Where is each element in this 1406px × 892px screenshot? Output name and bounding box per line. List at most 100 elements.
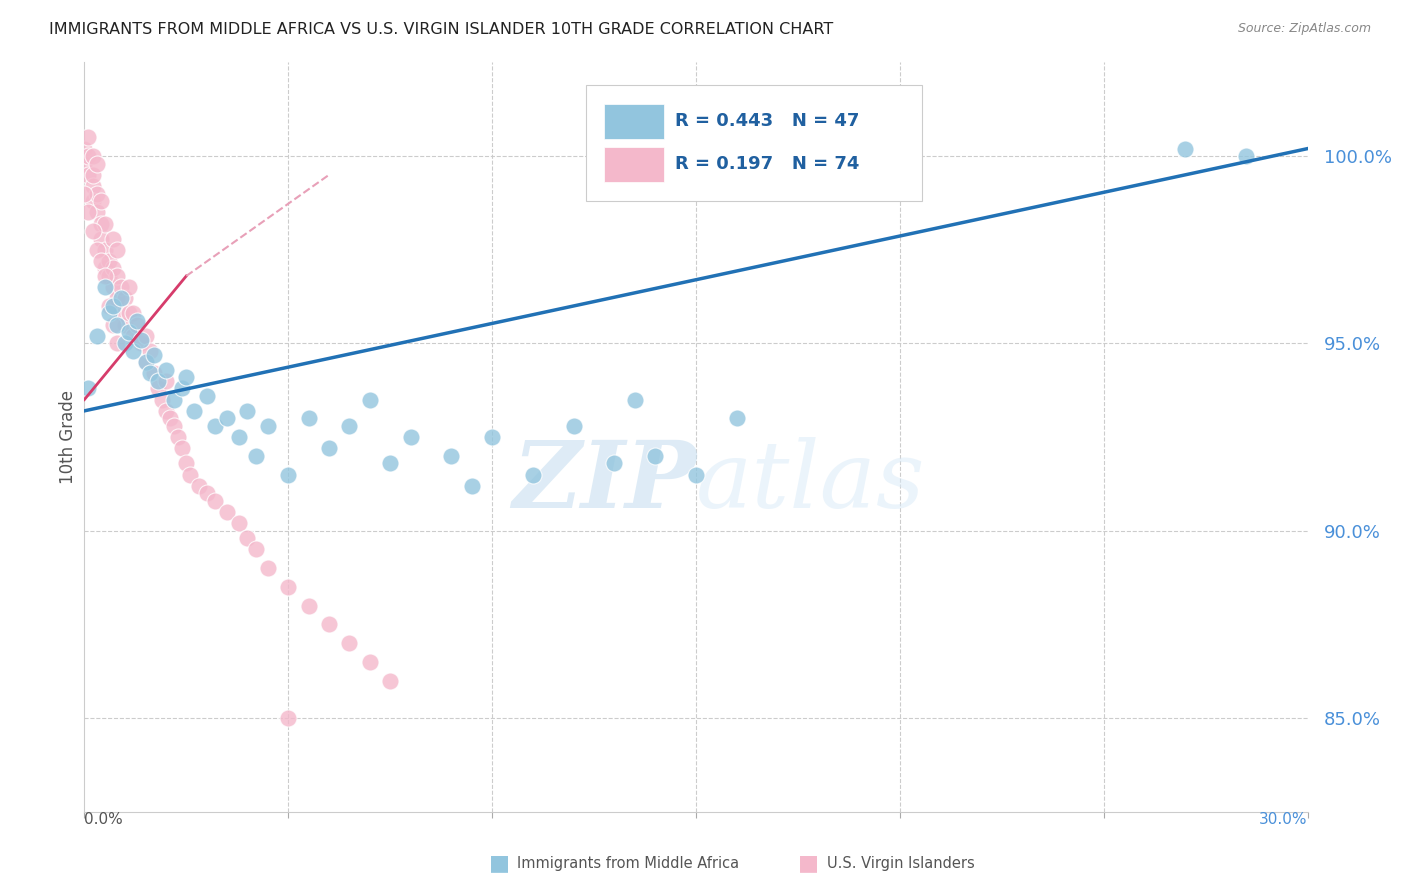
Text: R = 0.443   N = 47: R = 0.443 N = 47	[675, 112, 859, 130]
Point	[86, 329, 108, 343]
Point	[93, 243, 115, 257]
Point	[73, 142, 96, 156]
Point	[339, 418, 361, 433]
Point	[163, 418, 186, 433]
Point	[298, 599, 321, 613]
Text: IMMIGRANTS FROM MIDDLE AFRICA VS U.S. VIRGIN ISLANDER 10TH GRADE CORRELATION CHA: IMMIGRANTS FROM MIDDLE AFRICA VS U.S. VI…	[49, 22, 834, 37]
Point	[399, 430, 422, 444]
Point	[174, 370, 197, 384]
Point	[146, 374, 169, 388]
Point	[90, 194, 112, 208]
Point	[93, 280, 115, 294]
Point	[97, 299, 120, 313]
Point	[522, 467, 544, 482]
Point	[339, 636, 361, 650]
Point	[380, 456, 402, 470]
Point	[142, 348, 165, 362]
Point	[155, 404, 177, 418]
Point	[135, 329, 157, 343]
Point	[86, 205, 108, 219]
Point	[172, 442, 194, 456]
Point	[101, 261, 124, 276]
Point	[131, 336, 153, 351]
Point	[97, 306, 120, 320]
Point	[204, 418, 226, 433]
Point	[77, 205, 100, 219]
Point	[93, 217, 115, 231]
Point	[1236, 149, 1258, 163]
FancyBboxPatch shape	[605, 104, 664, 139]
Point	[481, 430, 503, 444]
Point	[131, 333, 153, 347]
Point	[159, 411, 181, 425]
Point	[97, 254, 120, 268]
Point	[146, 381, 169, 395]
Point	[105, 243, 128, 257]
Point	[127, 318, 149, 332]
Point	[603, 456, 626, 470]
Point	[82, 168, 104, 182]
Point	[86, 186, 108, 201]
Point	[217, 505, 239, 519]
Point	[179, 467, 201, 482]
Point	[174, 456, 197, 470]
Point	[228, 430, 250, 444]
Point	[82, 179, 104, 194]
Point	[118, 280, 141, 294]
Point	[167, 430, 190, 444]
Point	[105, 336, 128, 351]
Point	[380, 673, 402, 688]
Point	[624, 392, 647, 407]
Point	[644, 449, 666, 463]
Text: U.S. Virgin Islanders: U.S. Virgin Islanders	[827, 856, 974, 871]
Point	[217, 411, 239, 425]
Point	[101, 299, 124, 313]
Point	[359, 655, 381, 669]
Point	[204, 493, 226, 508]
Point	[77, 381, 100, 395]
Point	[122, 329, 145, 343]
Point	[118, 325, 141, 339]
Point	[86, 156, 108, 170]
Point	[257, 418, 280, 433]
Point	[195, 389, 218, 403]
Point	[110, 292, 132, 306]
Text: R = 0.197   N = 74: R = 0.197 N = 74	[675, 154, 859, 172]
Text: atlas: atlas	[696, 437, 925, 527]
Point	[562, 418, 585, 433]
Point	[118, 306, 141, 320]
Point	[93, 261, 115, 276]
Point	[277, 580, 299, 594]
Point	[86, 243, 108, 257]
Point	[114, 336, 136, 351]
Point	[110, 306, 132, 320]
Text: ■: ■	[489, 854, 509, 873]
Point	[1174, 142, 1197, 156]
Point	[110, 280, 132, 294]
Point	[82, 149, 104, 163]
Point	[90, 231, 112, 245]
Point	[142, 367, 165, 381]
Point	[90, 217, 112, 231]
Point	[77, 168, 100, 182]
Point	[77, 149, 100, 163]
Point	[93, 268, 115, 283]
Point	[73, 156, 96, 170]
Point	[195, 486, 218, 500]
Point	[228, 516, 250, 531]
Point	[245, 449, 267, 463]
Point	[135, 355, 157, 369]
Point	[82, 194, 104, 208]
Text: Immigrants from Middle Africa: Immigrants from Middle Africa	[517, 856, 740, 871]
Point	[359, 392, 381, 407]
Point	[318, 442, 340, 456]
Point	[257, 561, 280, 575]
Text: ■: ■	[799, 854, 818, 873]
Point	[183, 404, 205, 418]
Point	[155, 362, 177, 376]
Point	[101, 280, 124, 294]
Point	[101, 231, 124, 245]
Point	[122, 306, 145, 320]
Point	[105, 268, 128, 283]
Point	[440, 449, 463, 463]
